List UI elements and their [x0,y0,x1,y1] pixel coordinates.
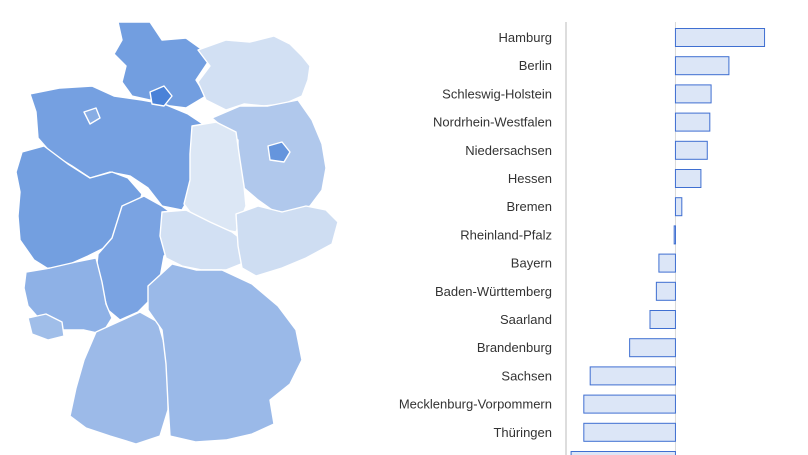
map-region-bayern[interactable] [147,263,303,443]
bar[interactable] [674,84,712,104]
bar[interactable] [673,225,676,245]
bar[interactable] [583,422,676,442]
category-label: Brandenburg [477,340,552,355]
map-region-sachsen-anhalt[interactable] [183,121,247,233]
category-label: Nordrhein-Westfalen [433,115,552,130]
category-label: Sachsen-Anhalt [460,453,552,455]
map-region-berlin[interactable] [267,141,291,163]
bar[interactable] [655,281,676,301]
bar[interactable] [674,169,702,188]
category-label: Schleswig-Holstein [442,86,552,101]
category-label: Berlin [519,58,552,73]
bar[interactable] [674,140,708,160]
category-label: Sachsen [501,368,552,383]
category-label: Thüringen [493,425,552,440]
category-label: Baden-Württemberg [435,284,552,299]
bar[interactable] [649,310,676,329]
bar[interactable] [674,197,683,217]
germany-map [15,21,339,445]
bar[interactable] [589,366,676,386]
map-region-thuringen[interactable] [159,209,251,271]
category-label: Saarland [500,312,552,327]
category-label: Hamburg [499,30,552,45]
map-region-hamburg[interactable] [149,85,173,107]
bar[interactable] [674,56,730,76]
bar[interactable] [674,28,766,47]
category-label: Bremen [506,199,552,214]
map-region-baden-wurttemberg[interactable] [69,311,169,445]
bar[interactable] [583,394,676,414]
category-label: Bayern [511,256,552,271]
category-label: Hessen [508,171,552,186]
bar[interactable] [629,338,676,358]
bar[interactable] [570,451,676,455]
bar[interactable] [658,253,676,273]
category-label: Niedersachsen [465,143,552,158]
map-region-mecklenburg-vorpommern[interactable] [197,35,311,111]
map-region-saarland[interactable] [27,313,65,341]
category-label: Rheinland-Pfalz [460,227,552,242]
category-label: Mecklenburg-Vorpommern [399,397,552,412]
bar-chart: Hamburg Berlin Schleswig-Holstein Nordrhein… [399,22,766,455]
bar[interactable] [674,112,711,132]
map-region-schleswig-holstein[interactable] [113,21,209,109]
map-region-sachsen[interactable] [235,205,339,277]
map-region-bremen[interactable] [83,107,101,125]
